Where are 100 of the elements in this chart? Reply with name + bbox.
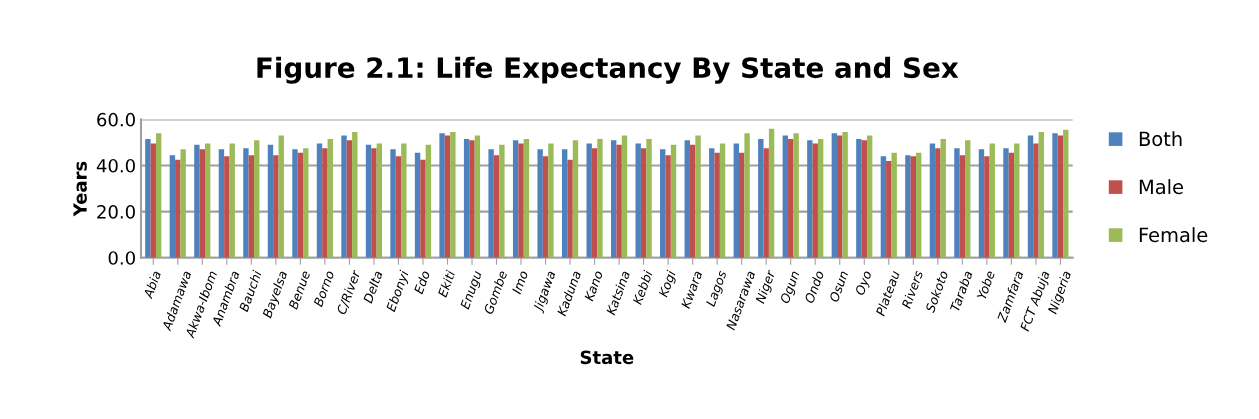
bar xyxy=(935,148,941,258)
bar xyxy=(812,143,818,258)
bar xyxy=(469,140,475,258)
x-tick-label: Lagos xyxy=(705,269,730,308)
bar xyxy=(910,156,916,258)
y-tick-label: 40.0 xyxy=(96,158,135,173)
bar xyxy=(670,144,677,258)
bar xyxy=(267,144,274,258)
bar xyxy=(224,156,230,258)
bar xyxy=(817,139,824,258)
x-tick-label: Ogun xyxy=(779,270,802,305)
bar xyxy=(1027,135,1034,258)
bar xyxy=(414,152,421,258)
x-tick-label: Kebbi xyxy=(632,269,653,306)
bar xyxy=(763,148,769,258)
bar xyxy=(861,140,867,258)
bar xyxy=(1014,143,1020,258)
bar xyxy=(1038,132,1044,258)
bar xyxy=(561,149,568,258)
bar xyxy=(695,135,701,258)
bar xyxy=(831,133,838,258)
legend-label: Female xyxy=(1139,227,1208,243)
bar xyxy=(322,148,328,258)
bar xyxy=(788,139,794,258)
bar xyxy=(425,144,432,258)
bar xyxy=(597,139,603,258)
bar xyxy=(512,140,519,258)
bar xyxy=(155,133,162,258)
bar xyxy=(292,149,298,258)
bar xyxy=(1052,133,1058,258)
bar xyxy=(646,139,652,258)
bar xyxy=(420,159,426,258)
bar xyxy=(611,140,617,258)
bar xyxy=(542,156,549,258)
bar xyxy=(591,148,598,258)
bar xyxy=(145,139,151,258)
bar xyxy=(523,139,530,258)
bar xyxy=(989,143,995,258)
bar xyxy=(1003,148,1009,258)
bar xyxy=(916,152,922,258)
bar xyxy=(793,133,799,258)
bar xyxy=(1057,135,1064,258)
y-axis-title: Years xyxy=(73,161,87,217)
x-axis-title: State xyxy=(580,350,634,365)
bar xyxy=(229,143,235,258)
bar xyxy=(714,152,720,258)
bar xyxy=(150,143,156,258)
x-tick-label: Kwara xyxy=(680,270,703,310)
bar xyxy=(401,143,407,258)
bar xyxy=(199,149,205,258)
bar xyxy=(273,155,279,258)
bar xyxy=(744,133,750,258)
bar xyxy=(395,156,402,258)
bar xyxy=(1063,129,1069,258)
bar xyxy=(194,144,200,258)
bar xyxy=(738,152,745,258)
bar xyxy=(978,149,985,258)
bar xyxy=(474,135,481,258)
bar xyxy=(837,135,843,258)
bar xyxy=(733,143,739,258)
bar xyxy=(768,128,775,258)
bar xyxy=(965,140,971,258)
bar xyxy=(254,140,260,258)
bar xyxy=(782,135,789,258)
bar xyxy=(866,135,873,258)
bar xyxy=(567,159,573,258)
bar xyxy=(537,149,543,258)
bar xyxy=(959,155,966,258)
x-tick-label: Jigawa xyxy=(532,270,558,314)
bar xyxy=(586,143,592,258)
bar xyxy=(439,133,445,258)
x-tick-label: Niger xyxy=(754,268,778,305)
legend-label: Male xyxy=(1139,179,1183,195)
bar xyxy=(984,156,990,258)
bar xyxy=(807,140,813,258)
bar xyxy=(297,152,304,258)
bar xyxy=(572,140,579,258)
bar xyxy=(929,143,936,258)
bar xyxy=(346,140,353,258)
bar xyxy=(1008,152,1015,258)
bar xyxy=(499,144,505,258)
x-tick-label: Oyo xyxy=(854,270,875,297)
bar xyxy=(175,159,181,258)
chart-title: Figure 2.1: Life Expectancy By State and Sex xyxy=(257,56,959,84)
x-tick-label: Rivers xyxy=(901,269,924,310)
bar xyxy=(719,143,726,258)
x-tick-label: Ondo xyxy=(804,270,825,304)
bar xyxy=(616,144,622,258)
bar xyxy=(371,148,377,258)
bar xyxy=(684,140,690,258)
x-tick-label: Yobe xyxy=(976,270,996,300)
y-tick-label: 20.0 xyxy=(97,205,135,219)
bar xyxy=(316,143,323,258)
x-tick-label: Edo xyxy=(413,270,431,295)
bar xyxy=(886,160,892,258)
legend-label: Both xyxy=(1139,131,1182,147)
bar xyxy=(880,156,887,258)
bar xyxy=(376,143,383,258)
bar xyxy=(303,148,309,258)
bar xyxy=(660,149,666,258)
